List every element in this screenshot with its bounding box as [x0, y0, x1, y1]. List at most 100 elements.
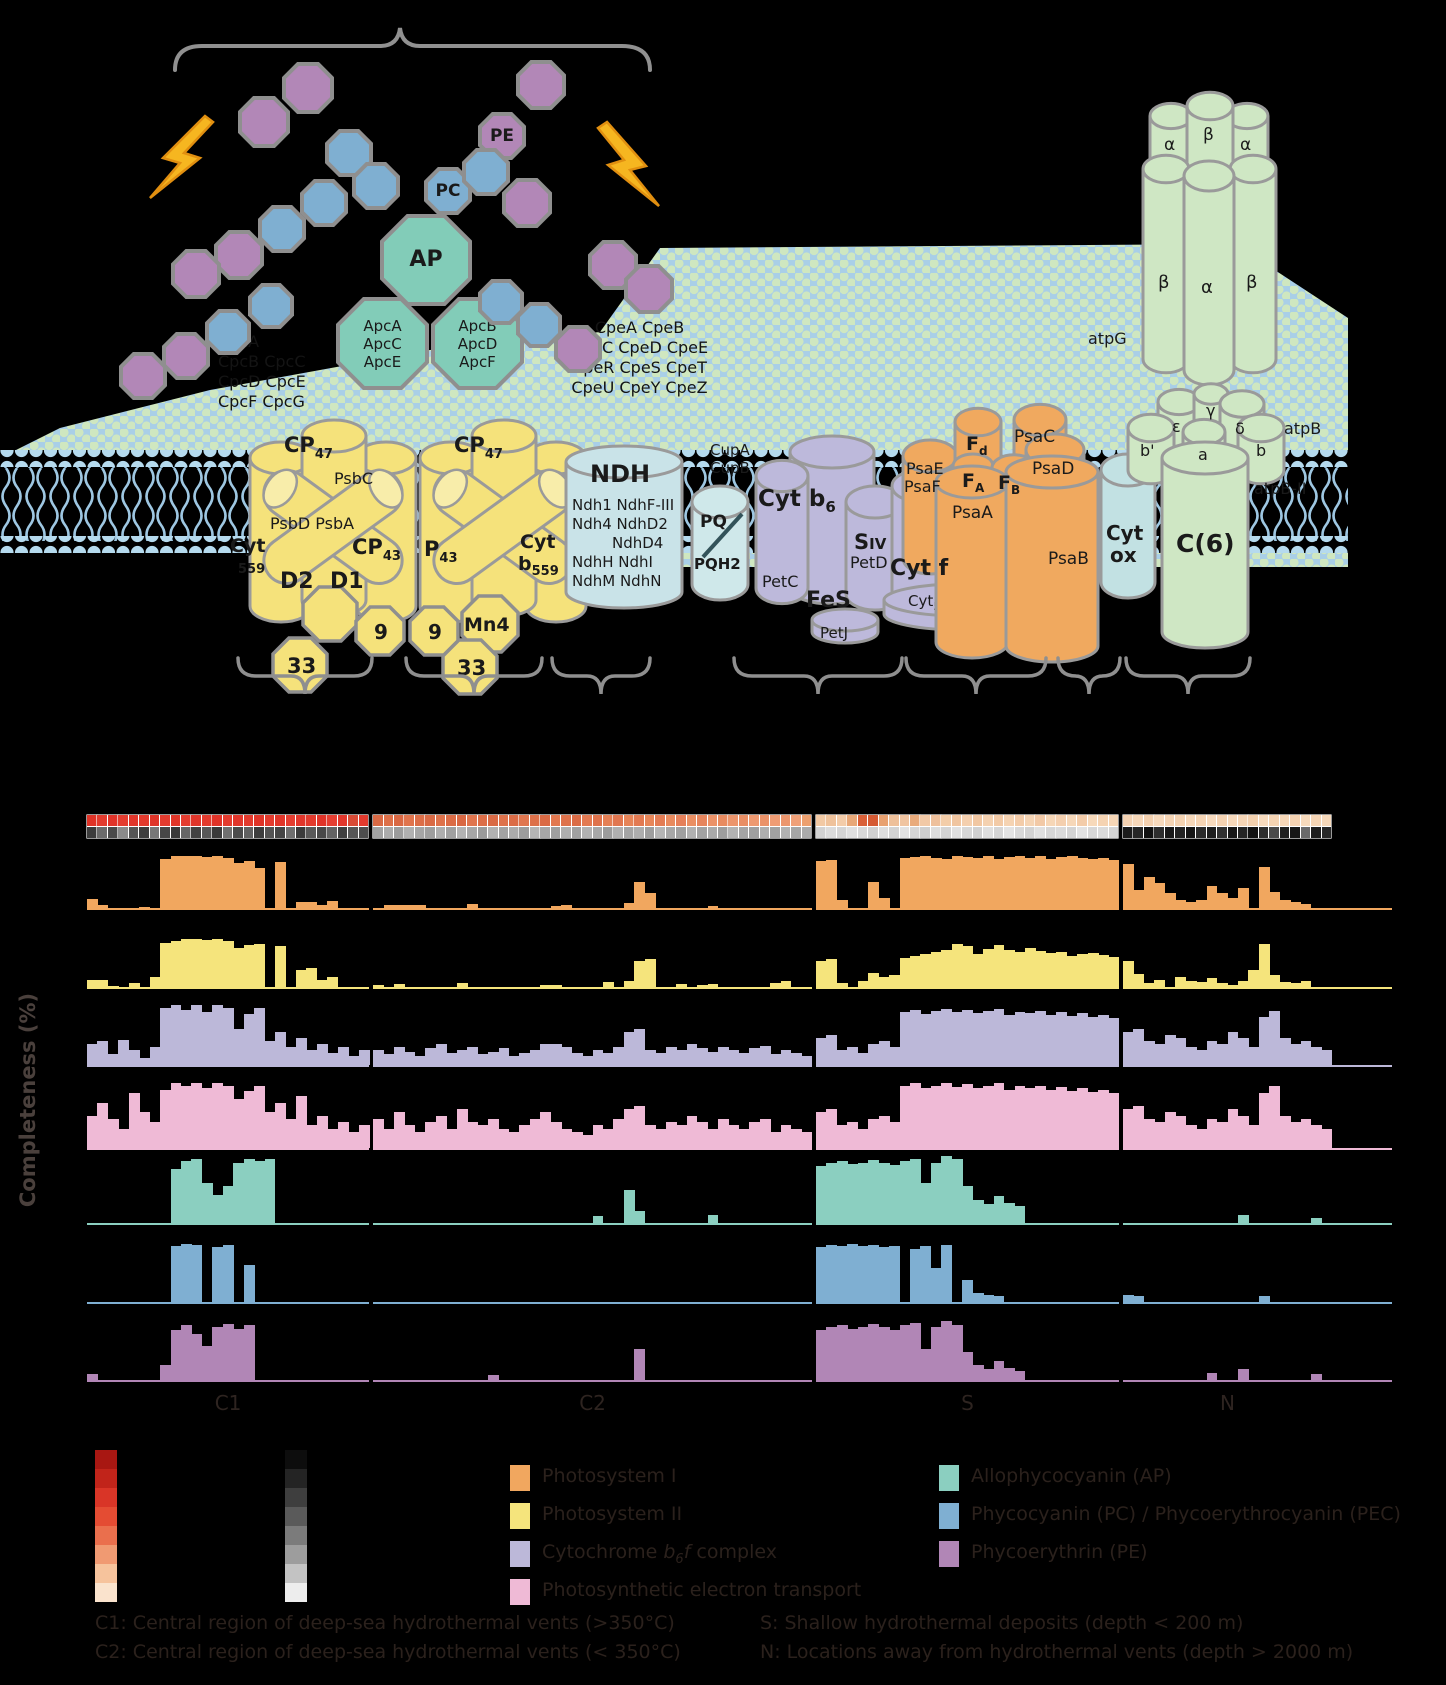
- completeness-bar: [1311, 1125, 1322, 1148]
- completeness-bar: [1123, 960, 1134, 987]
- cupb-label: CupB: [710, 459, 750, 477]
- completeness-bar: [836, 1050, 848, 1065]
- completeness-bar: [233, 1029, 245, 1065]
- strip-cell: [1098, 815, 1108, 826]
- completeness-bar: [592, 1125, 604, 1148]
- strip-cell: [97, 827, 108, 838]
- completeness-bar: [1206, 978, 1218, 987]
- strip-cell: [1133, 827, 1144, 838]
- strip-cell: [1087, 827, 1098, 838]
- completeness-bar: [1279, 1038, 1291, 1065]
- completeness-bar: [634, 1349, 646, 1380]
- strip-cell: [1035, 815, 1046, 826]
- phycobilin-octagon: [119, 352, 167, 400]
- completeness-bar: [254, 943, 266, 987]
- strip-cell: [467, 815, 477, 826]
- completeness-bar: [571, 1131, 583, 1148]
- completeness-bar: [889, 1165, 900, 1223]
- strip-cell: [456, 815, 467, 826]
- strip-cell: [222, 827, 233, 838]
- completeness-bar: [836, 900, 848, 908]
- completeness-bar: [759, 1118, 771, 1148]
- completeness-bar: [1269, 1086, 1281, 1148]
- strip-cell: [254, 815, 264, 826]
- completeness-bar: [107, 1118, 119, 1148]
- psaa-label: PsaA: [952, 503, 993, 523]
- strip-cell: [170, 827, 181, 838]
- completeness-bar: [373, 985, 384, 987]
- completeness-bar: [878, 1115, 890, 1148]
- strip-cell: [1321, 815, 1332, 826]
- completeness-bar: [456, 983, 468, 987]
- strip-cell: [1024, 815, 1035, 826]
- completeness-bar: [857, 1326, 869, 1380]
- completeness-bar: [97, 979, 109, 987]
- strip-cell: [801, 815, 812, 826]
- psbc-label: PsbC: [334, 469, 373, 488]
- strip-cell: [1185, 815, 1196, 826]
- strip-cell: [170, 815, 181, 826]
- completeness-bar: [1217, 893, 1228, 908]
- strip-cell: [1056, 815, 1066, 826]
- phycobilin-octagon: [300, 179, 348, 227]
- x-axis-group-label: C2: [579, 1391, 606, 1415]
- ap-label: AP: [409, 246, 443, 272]
- completeness-bar: [1185, 1047, 1197, 1065]
- completeness-bar: [118, 1128, 130, 1148]
- completeness-bar: [770, 1054, 782, 1065]
- legend-item: Phycocyanin (PC) / Phycoerythrocyanin (P…: [939, 1503, 1401, 1529]
- completeness-bar: [993, 1196, 1005, 1223]
- completeness-bar: [603, 1128, 614, 1148]
- completeness-bar: [170, 856, 182, 908]
- completeness-bar: [1269, 892, 1281, 908]
- strip-cell: [383, 815, 394, 826]
- strip-cell: [1108, 827, 1119, 838]
- completeness-bar: [889, 1047, 900, 1065]
- psab-label: PsaB: [1048, 549, 1089, 569]
- completeness-bar: [1108, 957, 1120, 987]
- fd-label: Fd: [966, 433, 988, 458]
- completeness-bar: [170, 1083, 182, 1148]
- strip-cell: [1123, 827, 1133, 838]
- completeness-bar: [160, 942, 171, 987]
- completeness-bar: [889, 1246, 900, 1302]
- strip-cell: [243, 815, 254, 826]
- completeness-bar: [717, 1047, 729, 1065]
- phycobilin-octagon: [624, 264, 674, 314]
- strip-cell: [868, 815, 878, 826]
- strip-cell: [1300, 815, 1311, 826]
- completeness-bar: [383, 1054, 395, 1065]
- atp-bprime-label: b': [1140, 441, 1155, 460]
- strip-cell: [582, 815, 592, 826]
- completeness-bar: [868, 1118, 880, 1148]
- completeness-bar: [1258, 867, 1270, 908]
- apc-label: ApcD: [457, 334, 498, 353]
- fes-label: FeS: [806, 588, 851, 613]
- strip-cell: [275, 815, 285, 826]
- completeness-bar: [1108, 859, 1120, 908]
- track-baseline: [815, 987, 1119, 989]
- completeness-bar: [920, 856, 932, 908]
- completeness-bar: [993, 858, 1005, 908]
- strip-cell: [394, 815, 404, 826]
- completeness-bar: [951, 1012, 963, 1065]
- strip-cell: [191, 827, 202, 838]
- completeness-bar: [847, 1329, 859, 1380]
- track-baseline: [87, 1223, 370, 1225]
- legend-item: Cytochrome b6f complex: [510, 1541, 777, 1567]
- strip-cell: [634, 827, 644, 838]
- completeness-bar: [592, 1050, 604, 1065]
- completeness-bar: [306, 901, 318, 908]
- strip-cell: [1269, 827, 1279, 838]
- strip-cell: [243, 827, 254, 838]
- completeness-bar: [801, 1131, 813, 1148]
- completeness-bar: [815, 1038, 827, 1065]
- completeness-bar: [435, 1044, 447, 1065]
- completeness-bar: [1004, 857, 1015, 908]
- cupa-label: CupA: [710, 441, 751, 459]
- completeness-bar: [1196, 1050, 1207, 1065]
- completeness-bar: [540, 1112, 552, 1148]
- completeness-bar: [815, 1247, 827, 1302]
- completeness-bar: [623, 902, 635, 908]
- completeness-bar: [498, 1048, 510, 1065]
